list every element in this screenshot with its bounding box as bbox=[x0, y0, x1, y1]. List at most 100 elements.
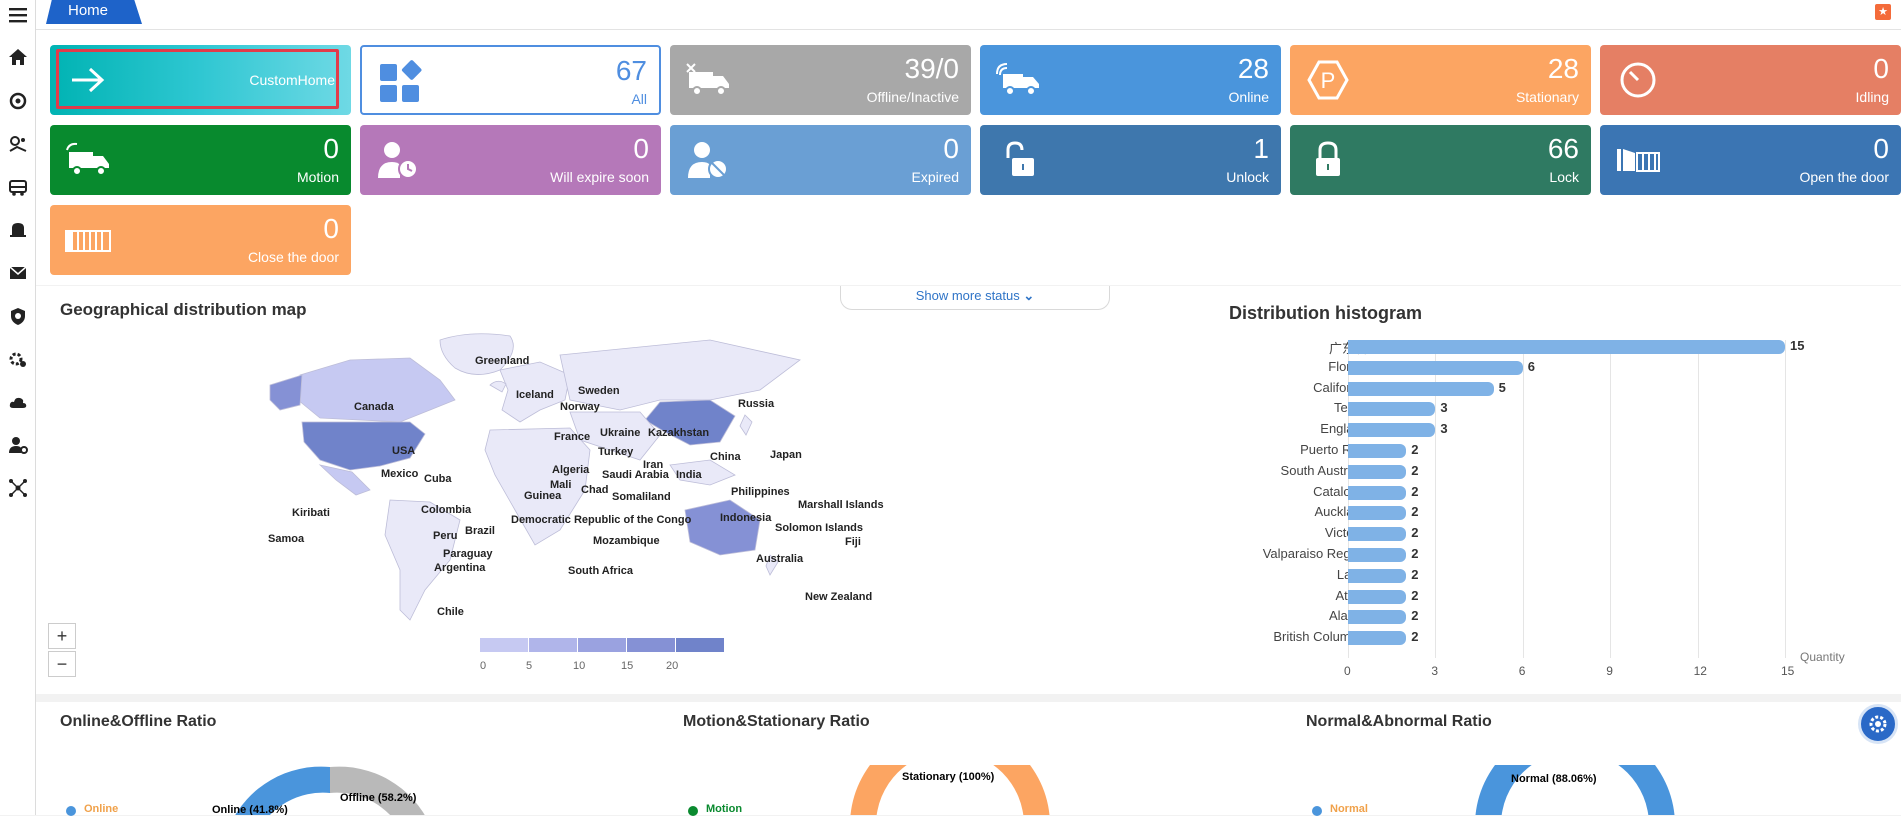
card-open-door[interactable]: 0 Open the door bbox=[1600, 125, 1901, 195]
menu-icon[interactable] bbox=[3, 0, 33, 30]
histogram-row: Alaska2 bbox=[1228, 608, 1848, 625]
histogram-row: Lazio2 bbox=[1228, 567, 1848, 583]
distribution-panel bbox=[36, 286, 1901, 694]
map-label: Indonesia bbox=[720, 512, 772, 524]
histogram-row: Valparaiso Region 2 bbox=[1228, 546, 1848, 562]
grid-line bbox=[1522, 340, 1524, 658]
histogram-bar[interactable] bbox=[1348, 506, 1407, 521]
show-more-status-button[interactable]: Show more status ⌄ bbox=[840, 286, 1110, 310]
histogram-value: 2 bbox=[1411, 483, 1419, 499]
x-tick-label: 9 bbox=[1606, 664, 1613, 678]
world-map[interactable]: Greenland Canada Iceland Sweden Norway R… bbox=[240, 330, 900, 630]
card-label: Will expire soon bbox=[550, 169, 649, 185]
cloud-icon[interactable] bbox=[3, 387, 33, 417]
zoom-out-button[interactable]: − bbox=[48, 651, 76, 677]
histogram-bar[interactable] bbox=[1348, 381, 1494, 396]
card-stationary[interactable]: P 28 Stationary bbox=[1290, 45, 1591, 115]
card-value: 28 bbox=[1237, 53, 1269, 84]
normal-abnormal-donut[interactable]: Normal (88.06%) bbox=[1475, 765, 1675, 815]
histogram-bar[interactable] bbox=[1348, 360, 1523, 375]
motion-stationary-donut[interactable]: Stationary (100%) bbox=[850, 765, 1050, 815]
map-label: New Zealand bbox=[805, 591, 872, 603]
map-label: Kiribati bbox=[292, 507, 330, 519]
card-value: 0 bbox=[1873, 53, 1889, 84]
map-label: Solomon Islands bbox=[775, 522, 863, 534]
settings-icon[interactable] bbox=[3, 344, 33, 374]
card-all[interactable]: 67 All bbox=[360, 45, 661, 115]
x-tick-label: 3 bbox=[1431, 664, 1439, 678]
alarm-icon[interactable] bbox=[3, 215, 33, 245]
vehicle-icon[interactable] bbox=[3, 172, 33, 202]
normal-legend-dot bbox=[1312, 806, 1322, 816]
scale-swatch bbox=[676, 638, 724, 652]
card-lock[interactable]: 66 Lock bbox=[1290, 125, 1591, 195]
card-label: Motion bbox=[296, 169, 339, 185]
histogram-bar[interactable] bbox=[1348, 485, 1407, 500]
card-motion[interactable]: 0 Motion bbox=[50, 125, 351, 195]
monitor-icon[interactable] bbox=[3, 86, 33, 116]
zoom-in-button[interactable]: + bbox=[48, 623, 76, 649]
parking-icon: P bbox=[1304, 57, 1352, 103]
map-label: Japan bbox=[770, 449, 802, 461]
card-value: 1 bbox=[1253, 133, 1269, 164]
show-more-label: Show more status bbox=[915, 288, 1020, 303]
map-label: Chad bbox=[581, 484, 609, 496]
histogram-category: British Columbia bbox=[1273, 629, 1368, 645]
histogram-bar[interactable] bbox=[1348, 568, 1407, 583]
map-label: Paraguay bbox=[443, 548, 493, 560]
door-closed-icon bbox=[64, 217, 112, 263]
histogram-bar[interactable] bbox=[1348, 423, 1436, 438]
histogram-bar[interactable] bbox=[1348, 402, 1436, 417]
mail-icon[interactable] bbox=[3, 258, 33, 288]
histogram-bar[interactable] bbox=[1348, 340, 1785, 354]
online-legend-dot bbox=[66, 806, 76, 816]
map-label: Norway bbox=[560, 401, 601, 413]
histogram-row: England 3 bbox=[1228, 421, 1848, 438]
home-icon[interactable] bbox=[3, 42, 33, 72]
card-offline[interactable]: 39/0 Offline/Inactive bbox=[670, 45, 971, 115]
grid-line bbox=[1435, 340, 1437, 658]
histogram-bar[interactable] bbox=[1348, 589, 1407, 604]
user-blocked-icon bbox=[684, 137, 732, 183]
normal-pct-label: Normal (88.06%) bbox=[1511, 773, 1597, 785]
card-expired[interactable]: 0 Expired bbox=[670, 125, 971, 195]
map-label: Democratic Republic of the Congo bbox=[511, 514, 692, 526]
x-tick-label: 12 bbox=[1693, 664, 1707, 678]
histogram-bar[interactable] bbox=[1348, 527, 1407, 542]
card-label: Lock bbox=[1549, 169, 1579, 185]
histogram-value: 3 bbox=[1440, 421, 1448, 437]
tab-home[interactable]: Home bbox=[46, 0, 142, 24]
settings-gear-button[interactable] bbox=[1858, 704, 1898, 744]
map-label: Guinea bbox=[524, 490, 562, 502]
online-offline-donut[interactable]: Online (41.8%) Offline (58.2%) bbox=[200, 755, 460, 815]
scale-swatch bbox=[480, 638, 528, 652]
card-idling[interactable]: 0 Idling bbox=[1600, 45, 1901, 115]
map-label: France bbox=[554, 431, 590, 443]
histogram-row: Florida6 bbox=[1228, 359, 1848, 375]
histogram-value: 2 bbox=[1411, 525, 1419, 541]
user-settings-icon[interactable] bbox=[3, 430, 33, 460]
card-close-door[interactable]: 0 Close the door bbox=[50, 205, 351, 275]
card-label: All bbox=[631, 91, 647, 107]
map-label: Argentina bbox=[434, 562, 486, 574]
histogram-value: 2 bbox=[1411, 629, 1419, 645]
map-label: South Africa bbox=[568, 565, 634, 577]
histogram-bar[interactable] bbox=[1348, 444, 1407, 458]
card-unlock[interactable]: 1 Unlock bbox=[980, 125, 1281, 195]
network-icon[interactable] bbox=[3, 473, 33, 503]
histogram-bar[interactable] bbox=[1348, 610, 1407, 625]
histogram-bar[interactable] bbox=[1348, 548, 1407, 562]
histogram-bar[interactable] bbox=[1348, 631, 1407, 646]
card-will-expire[interactable]: 0 Will expire soon bbox=[360, 125, 661, 195]
card-custom-home[interactable]: CustomHome bbox=[50, 45, 351, 115]
map-label: Iceland bbox=[516, 389, 554, 401]
map-label: Mali bbox=[550, 479, 571, 491]
histogram-bar[interactable] bbox=[1348, 464, 1407, 479]
favorite-icon[interactable]: ★ bbox=[1875, 4, 1891, 20]
offline-pct-label: Offline (58.2%) bbox=[340, 792, 417, 804]
card-online[interactable]: 28 Online bbox=[980, 45, 1281, 115]
security-icon[interactable] bbox=[3, 301, 33, 331]
track-icon[interactable] bbox=[3, 129, 33, 159]
histogram-category: South Australia bbox=[1280, 462, 1368, 478]
arrow-right-icon bbox=[64, 57, 112, 103]
